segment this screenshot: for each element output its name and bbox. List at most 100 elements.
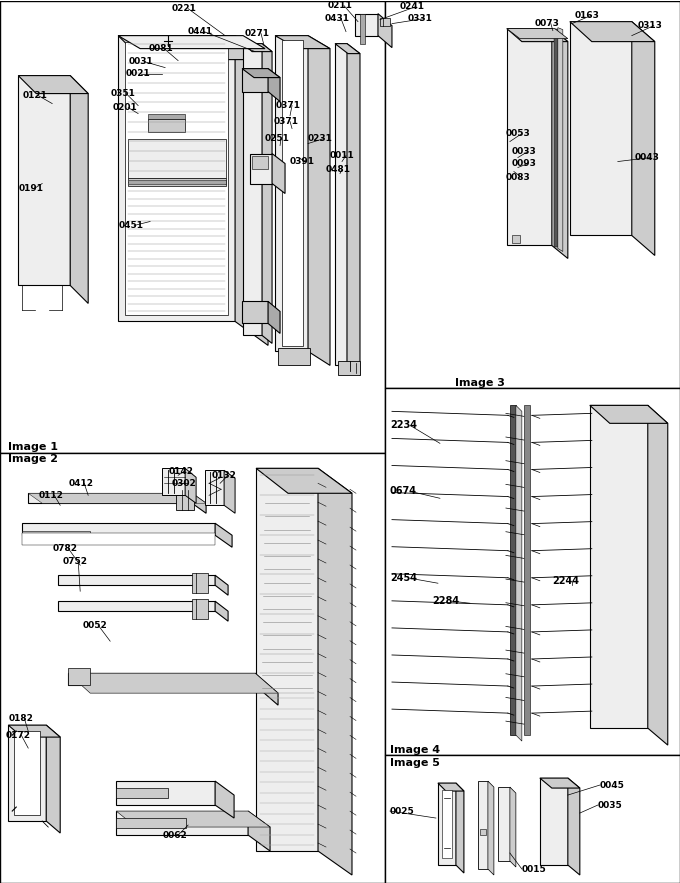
Polygon shape bbox=[68, 673, 278, 693]
Polygon shape bbox=[248, 811, 270, 851]
Text: 0371: 0371 bbox=[274, 117, 299, 126]
Polygon shape bbox=[215, 524, 232, 547]
Polygon shape bbox=[524, 405, 530, 736]
Polygon shape bbox=[282, 40, 303, 346]
Text: Image 4: Image 4 bbox=[390, 745, 440, 755]
Polygon shape bbox=[29, 494, 206, 503]
Text: 0045: 0045 bbox=[600, 781, 625, 789]
Polygon shape bbox=[148, 114, 185, 118]
Polygon shape bbox=[116, 811, 270, 827]
Polygon shape bbox=[360, 13, 365, 43]
Polygon shape bbox=[68, 673, 255, 685]
Text: 0093: 0093 bbox=[512, 159, 537, 168]
Polygon shape bbox=[278, 349, 310, 366]
Polygon shape bbox=[318, 468, 352, 875]
Text: 0011: 0011 bbox=[330, 151, 355, 160]
Polygon shape bbox=[516, 405, 522, 741]
Polygon shape bbox=[22, 524, 215, 535]
Text: 0033: 0033 bbox=[512, 147, 537, 156]
Polygon shape bbox=[192, 600, 208, 619]
Polygon shape bbox=[58, 601, 215, 611]
Polygon shape bbox=[338, 361, 360, 375]
Polygon shape bbox=[275, 35, 308, 351]
Polygon shape bbox=[498, 787, 510, 861]
Text: 2244: 2244 bbox=[552, 577, 579, 586]
Polygon shape bbox=[215, 781, 234, 818]
Polygon shape bbox=[438, 783, 456, 865]
Polygon shape bbox=[18, 76, 88, 94]
Polygon shape bbox=[125, 42, 228, 315]
Polygon shape bbox=[590, 405, 648, 728]
Polygon shape bbox=[478, 781, 488, 869]
Polygon shape bbox=[308, 35, 330, 366]
Text: Image 2: Image 2 bbox=[8, 455, 58, 464]
Polygon shape bbox=[250, 154, 272, 184]
Text: 0752: 0752 bbox=[62, 557, 87, 566]
Text: 0052: 0052 bbox=[82, 621, 107, 630]
Polygon shape bbox=[215, 575, 228, 595]
Polygon shape bbox=[18, 76, 70, 285]
Text: 0211: 0211 bbox=[328, 1, 353, 10]
Polygon shape bbox=[335, 43, 360, 54]
Text: 0371: 0371 bbox=[276, 101, 301, 110]
Bar bbox=[385, 755, 680, 883]
Polygon shape bbox=[488, 781, 494, 875]
Polygon shape bbox=[192, 494, 206, 513]
Polygon shape bbox=[438, 783, 464, 791]
Polygon shape bbox=[510, 405, 516, 736]
Polygon shape bbox=[378, 13, 392, 48]
Polygon shape bbox=[335, 43, 347, 366]
Polygon shape bbox=[507, 28, 568, 42]
Polygon shape bbox=[480, 829, 486, 835]
Polygon shape bbox=[242, 301, 268, 323]
Text: 0083: 0083 bbox=[506, 173, 530, 182]
Polygon shape bbox=[355, 13, 378, 35]
Polygon shape bbox=[268, 301, 280, 334]
Text: 0412: 0412 bbox=[68, 479, 93, 487]
Polygon shape bbox=[268, 69, 280, 102]
Text: 0431: 0431 bbox=[325, 14, 350, 23]
Polygon shape bbox=[116, 811, 248, 835]
Text: 0081: 0081 bbox=[148, 44, 173, 53]
Bar bbox=[0, 1, 385, 453]
Polygon shape bbox=[185, 468, 196, 503]
Text: 0451: 0451 bbox=[118, 221, 143, 230]
Polygon shape bbox=[29, 494, 192, 503]
Polygon shape bbox=[256, 468, 352, 494]
Polygon shape bbox=[507, 28, 552, 245]
Polygon shape bbox=[22, 532, 90, 535]
Polygon shape bbox=[46, 725, 61, 833]
Polygon shape bbox=[568, 778, 580, 875]
Text: 0015: 0015 bbox=[522, 864, 547, 873]
Polygon shape bbox=[570, 22, 655, 42]
Polygon shape bbox=[243, 43, 272, 51]
Polygon shape bbox=[8, 725, 46, 821]
Polygon shape bbox=[58, 575, 215, 585]
Text: 0221: 0221 bbox=[172, 4, 197, 13]
Text: 0163: 0163 bbox=[575, 11, 600, 20]
Text: 2284: 2284 bbox=[432, 596, 459, 607]
Polygon shape bbox=[22, 533, 215, 545]
Polygon shape bbox=[256, 468, 318, 851]
Polygon shape bbox=[128, 177, 226, 185]
Polygon shape bbox=[570, 22, 632, 236]
Text: 0241: 0241 bbox=[400, 2, 425, 11]
Polygon shape bbox=[128, 139, 226, 177]
Polygon shape bbox=[235, 35, 268, 345]
Text: 2234: 2234 bbox=[390, 420, 417, 430]
Polygon shape bbox=[552, 28, 568, 259]
Text: 0271: 0271 bbox=[245, 29, 270, 38]
Polygon shape bbox=[205, 471, 224, 505]
Polygon shape bbox=[648, 405, 668, 745]
Polygon shape bbox=[118, 35, 235, 321]
Text: 0053: 0053 bbox=[506, 129, 530, 138]
Polygon shape bbox=[252, 155, 268, 169]
Polygon shape bbox=[540, 778, 568, 865]
Polygon shape bbox=[176, 490, 194, 510]
Text: 0172: 0172 bbox=[5, 730, 30, 740]
Bar bbox=[0, 453, 385, 883]
Text: 0391: 0391 bbox=[290, 157, 315, 166]
Text: Image 1: Image 1 bbox=[8, 442, 58, 452]
Text: 0251: 0251 bbox=[265, 134, 290, 143]
Text: 0025: 0025 bbox=[390, 806, 415, 816]
